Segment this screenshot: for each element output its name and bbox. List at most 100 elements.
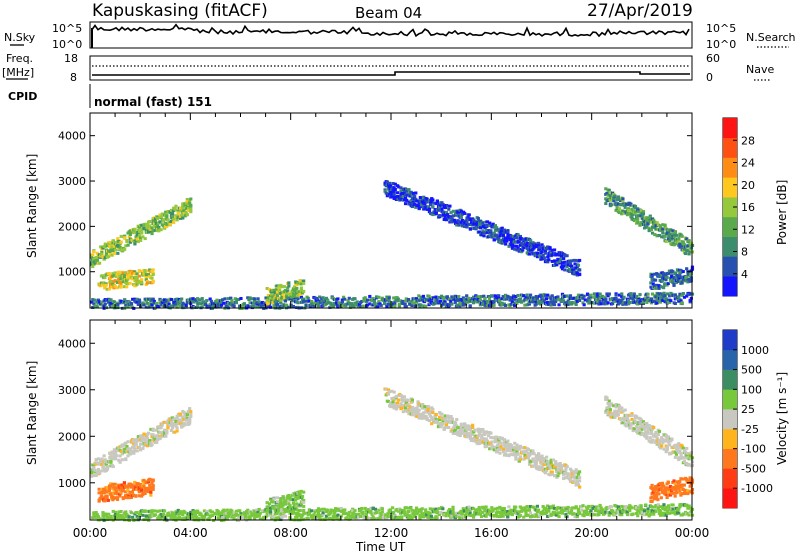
velocity-cell bbox=[410, 413, 414, 417]
power-cell bbox=[178, 299, 183, 303]
velocity-cell bbox=[151, 487, 155, 491]
power-cell bbox=[140, 280, 144, 284]
velocity-cell bbox=[670, 511, 674, 515]
velocity-cell bbox=[485, 511, 489, 515]
velocity-cell bbox=[625, 510, 630, 514]
velocity-cell bbox=[188, 417, 192, 421]
power-cell bbox=[677, 295, 681, 299]
power-cell bbox=[201, 300, 205, 304]
velocity-cell bbox=[656, 506, 660, 510]
velocity-cell bbox=[282, 500, 286, 504]
power-cell bbox=[604, 202, 608, 206]
power-cell bbox=[127, 235, 131, 239]
velocity-cell bbox=[654, 509, 658, 513]
power-cell bbox=[688, 250, 692, 254]
velocity-cell bbox=[574, 505, 578, 509]
power-cell bbox=[135, 297, 139, 301]
power-cell bbox=[148, 268, 152, 272]
velocity-cell bbox=[200, 514, 204, 518]
velocity-cell bbox=[310, 509, 314, 513]
velocity-cell bbox=[428, 414, 433, 418]
power-cell bbox=[641, 301, 646, 305]
velocity-cell bbox=[192, 510, 196, 514]
power-cell bbox=[302, 297, 306, 301]
power-cell bbox=[165, 214, 169, 218]
velocity-cell bbox=[165, 429, 169, 433]
power-cell bbox=[615, 198, 619, 202]
power-cell bbox=[661, 231, 665, 235]
power-cell bbox=[91, 265, 95, 269]
power-cell bbox=[506, 233, 510, 237]
velocity-cell bbox=[140, 494, 144, 498]
velocity-cell bbox=[226, 514, 231, 518]
velocity-cell bbox=[175, 415, 179, 419]
velocity-cell bbox=[143, 489, 147, 493]
velocity-cell bbox=[671, 503, 675, 507]
velocity-cell bbox=[404, 506, 408, 510]
power-cell bbox=[405, 198, 409, 202]
power-cell bbox=[640, 216, 644, 220]
velocity-cell bbox=[446, 511, 451, 515]
power-cell bbox=[593, 292, 598, 296]
power-cell bbox=[487, 296, 492, 300]
power-cell bbox=[534, 302, 538, 306]
power-cell bbox=[511, 294, 516, 298]
velocity-cell bbox=[329, 508, 333, 512]
velocity-cell bbox=[134, 494, 138, 498]
velocity-cell bbox=[174, 424, 178, 428]
velocity-cell bbox=[607, 513, 611, 517]
power-cell bbox=[554, 300, 558, 304]
power-cell bbox=[640, 297, 644, 301]
power-cell bbox=[642, 226, 647, 230]
power-cell bbox=[275, 290, 280, 294]
power-cell bbox=[661, 227, 665, 231]
power-cell bbox=[112, 286, 116, 290]
power-cell bbox=[274, 288, 278, 292]
power-cell bbox=[565, 301, 569, 305]
power-cell bbox=[636, 302, 640, 306]
velocity-cell bbox=[116, 514, 120, 518]
power-cell bbox=[181, 205, 185, 209]
power-cell bbox=[102, 281, 106, 285]
power-cell bbox=[560, 267, 565, 271]
velocity-cell bbox=[113, 457, 118, 461]
power-cell bbox=[121, 277, 125, 281]
power-cell bbox=[663, 282, 667, 286]
velocity-cell bbox=[128, 490, 132, 494]
power-cell bbox=[482, 234, 486, 238]
power-cell bbox=[137, 298, 142, 302]
power-cell bbox=[124, 303, 128, 307]
power-colorbar-bin bbox=[723, 137, 737, 158]
power-cell bbox=[678, 276, 682, 280]
power-cell bbox=[158, 301, 162, 305]
power-cell bbox=[133, 297, 137, 301]
velocity-cell bbox=[307, 511, 311, 515]
power-cell bbox=[447, 216, 451, 220]
power-cell bbox=[324, 296, 329, 300]
power-cell bbox=[115, 280, 120, 284]
power-cell bbox=[572, 296, 576, 300]
velocity-cell bbox=[447, 426, 451, 430]
power-cell bbox=[314, 298, 318, 302]
velocity-cell bbox=[384, 387, 388, 391]
power-cell bbox=[488, 223, 492, 227]
velocity-cell bbox=[332, 511, 337, 515]
power-cell bbox=[410, 304, 414, 308]
velocity-cell bbox=[123, 447, 127, 451]
power-cell bbox=[92, 302, 96, 306]
power-cell bbox=[370, 299, 374, 303]
power-cell bbox=[421, 198, 425, 202]
power-cell bbox=[363, 296, 367, 300]
power-cell bbox=[541, 296, 545, 300]
power-cell bbox=[347, 296, 351, 300]
power-cell bbox=[198, 298, 202, 302]
power-cell bbox=[298, 279, 302, 283]
velocity-cell bbox=[640, 511, 644, 515]
velocity-cell bbox=[161, 512, 166, 516]
velocity-cell bbox=[132, 451, 136, 455]
velocity-cell bbox=[443, 417, 447, 421]
velocity-cell bbox=[500, 512, 504, 516]
power-cell bbox=[221, 298, 225, 302]
power-cell bbox=[404, 299, 408, 303]
velocity-cell bbox=[120, 458, 124, 462]
